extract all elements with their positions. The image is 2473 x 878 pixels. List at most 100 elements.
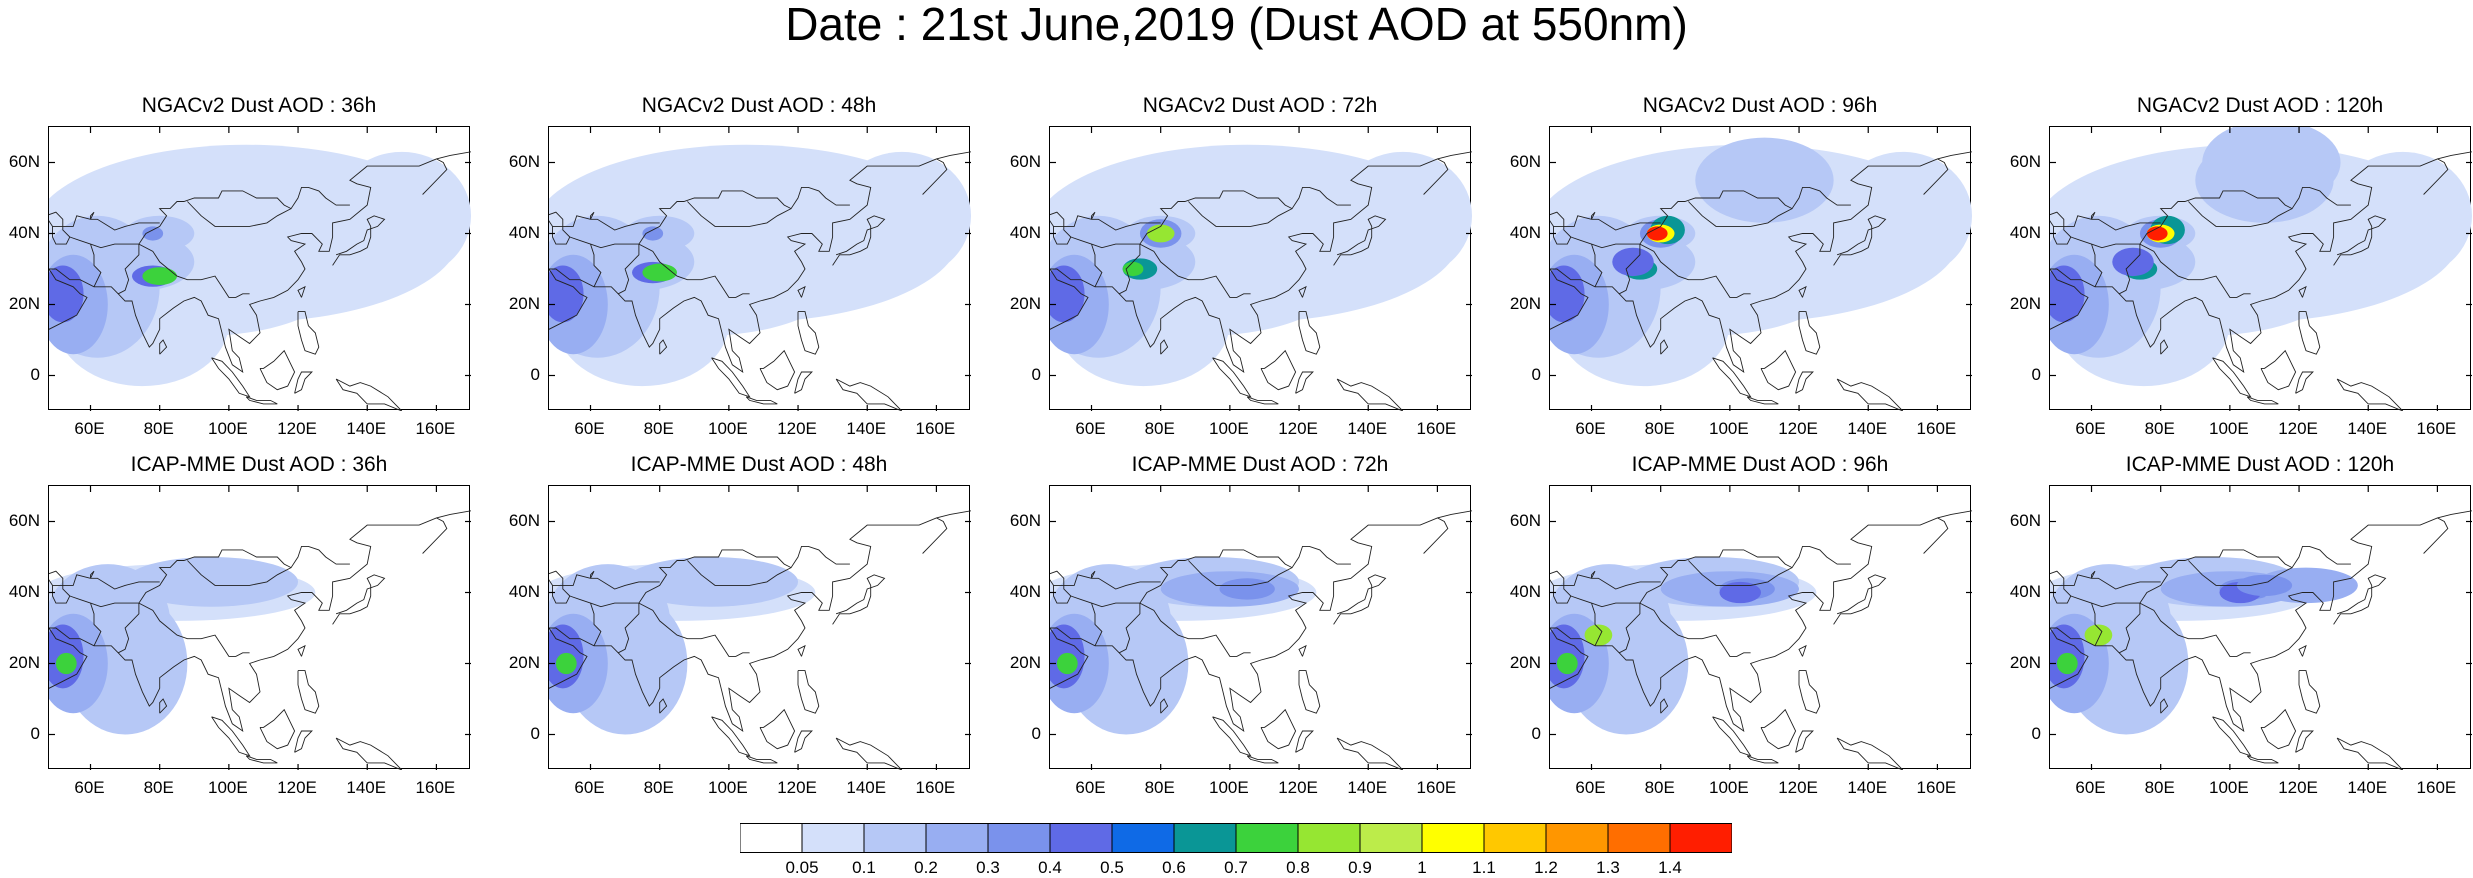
coastline (2333, 215, 2387, 266)
coastline (1336, 378, 1404, 411)
coastline (1050, 510, 1472, 733)
colorbar-swatch (987, 823, 1051, 853)
coastline (1550, 211, 1572, 245)
lat-tick-label: 0 (530, 364, 540, 384)
map-plot (548, 126, 971, 411)
coastline (2091, 243, 2103, 287)
coastline (552, 574, 660, 590)
aod-shade (2236, 574, 2293, 597)
coastline (549, 510, 971, 733)
lon-tick-label: 60E (2075, 419, 2106, 438)
coastline (549, 570, 571, 604)
coastline (187, 560, 292, 586)
colorbar-label: 0.6 (1162, 858, 1186, 877)
coastline (332, 574, 386, 625)
coastline (1798, 285, 1807, 298)
panel-title: NGACv2 Dust AOD : 72h (1142, 94, 1378, 117)
coastline (1336, 737, 1404, 770)
colorbar-swatch (863, 823, 927, 853)
coastline (2246, 755, 2279, 764)
lat-tick-label: 0 (1031, 364, 1041, 384)
coastline (590, 602, 602, 646)
lon-tick-label: 120E (1278, 419, 1318, 438)
lat-tick-label: 0 (2031, 723, 2041, 743)
aod-shade (1584, 624, 1613, 646)
lon-tick-label: 160E (415, 419, 456, 438)
lon-tick-label: 140E (846, 419, 887, 438)
aod-shade (2202, 127, 2341, 206)
lon-tick-label: 140E (1347, 419, 1388, 438)
coastline (49, 268, 88, 330)
map-plot (2049, 485, 2472, 770)
lat-tick-label: 60N (2009, 151, 2041, 171)
coastline (687, 560, 792, 586)
lat-tick-label: 60N (508, 151, 540, 171)
coastline (2050, 627, 2089, 689)
coastline (797, 311, 820, 355)
lon-tick-label: 120E (1778, 419, 1818, 438)
lon-tick-label: 140E (1847, 778, 1888, 797)
lon-tick-label: 80E (2144, 778, 2175, 797)
lon-tick-label: 140E (2347, 419, 2388, 438)
lat-tick-label: 0 (2031, 364, 2041, 384)
lon-tick-label: 60E (1075, 419, 1106, 438)
colorbar-label: 1 (1417, 858, 1427, 877)
lon-tick-label: 60E (1575, 419, 1606, 438)
lon-tick-label: 100E (208, 419, 248, 438)
coastline (1591, 602, 1603, 646)
lon-tick-label: 60E (1075, 778, 1106, 797)
coastline (2298, 644, 2307, 657)
panel-title: NGACv2 Dust AOD : 36h (141, 94, 377, 117)
lon-tick-label: 60E (1575, 778, 1606, 797)
coastline (2050, 268, 2089, 330)
lon-tick-label: 140E (846, 778, 887, 797)
coastline (297, 285, 306, 298)
lat-tick-label: 40N (508, 581, 540, 601)
coastline (569, 236, 591, 245)
lat-tick-label: 20N (508, 652, 540, 672)
lon-tick-label: 100E (1209, 778, 1249, 797)
colorbar-label: 1.3 (1596, 858, 1620, 877)
coastline (2050, 151, 2472, 374)
coastline (2212, 357, 2252, 398)
coastline (259, 349, 296, 391)
lon-tick-label: 80E (143, 778, 174, 797)
coastline (1298, 311, 1321, 355)
lon-tick-label: 140E (1347, 778, 1388, 797)
coastline (1295, 371, 1314, 394)
coastline (1570, 236, 1592, 245)
coastline (569, 595, 591, 604)
coastline (422, 158, 448, 195)
colorbar-swatch (1421, 823, 1485, 853)
coastline (1591, 186, 1851, 249)
coastline (1639, 243, 1751, 298)
lon-tick-label: 80E (1144, 419, 1175, 438)
lon-tick-label: 100E (1709, 778, 1749, 797)
aod-shade (1333, 151, 1472, 280)
lon-tick-label: 100E (708, 778, 748, 797)
coastline (2139, 243, 2251, 298)
coastline (1212, 357, 1252, 398)
dust-aod-map (549, 127, 971, 411)
coastline (159, 698, 168, 714)
coastline (1423, 517, 1449, 554)
coastline (549, 627, 588, 689)
coastline (117, 244, 140, 295)
coastline (638, 243, 750, 298)
coastline (211, 716, 251, 757)
coastline (187, 201, 292, 227)
lon-tick-label: 160E (1416, 778, 1457, 797)
map-plot (1549, 126, 1972, 411)
lat-tick-label: 60N (508, 510, 540, 530)
aod-shade (1719, 581, 1761, 604)
coastline (2423, 517, 2449, 554)
lat-tick-label: 40N (8, 581, 40, 601)
lat-tick-label: 40N (2009, 222, 2041, 242)
coastline (617, 603, 640, 654)
coastline (1053, 215, 1161, 231)
aod-shade (1556, 652, 1578, 675)
panel-title: NGACv2 Dust AOD : 48h (641, 94, 877, 117)
lat-tick-label: 40N (1509, 581, 1541, 601)
coastline (49, 510, 471, 733)
coastline (745, 755, 778, 764)
